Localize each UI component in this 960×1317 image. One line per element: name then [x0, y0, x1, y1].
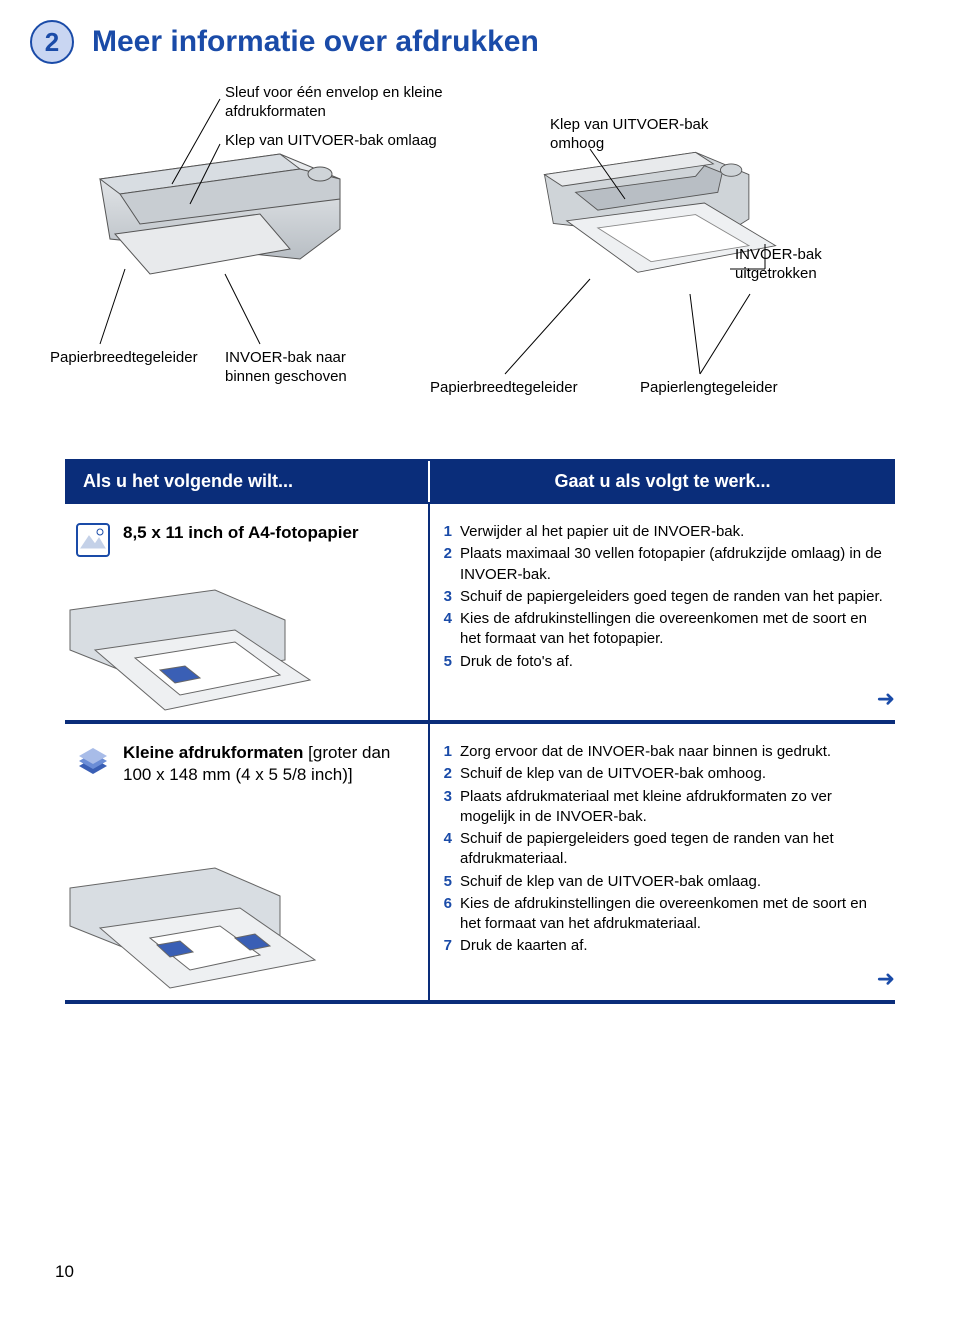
diagram-label-width-guide-right: Papierbreedtegeleider	[430, 379, 590, 398]
step-list: 1Zorg ervoor dat de INVOER-bak naar binn…	[438, 742, 891, 957]
small-stack-icon	[75, 742, 111, 783]
row-heading: Kleine afdrukformaten	[123, 743, 308, 762]
step-text: Druk de foto's af.	[460, 652, 891, 672]
step-text: Kies de afdrukinstellingen die overeenko…	[460, 894, 891, 935]
continue-arrow-icon: ➜	[877, 966, 895, 992]
diagram-label-length-guide: Papierlengtegeleider	[640, 379, 800, 398]
diagram-label-input-pushed: INVOER-bak naar binnen geschoven	[225, 349, 375, 387]
diagram-label-output-up: Klep van UITVOER-bak omhoog	[550, 116, 710, 154]
diagram-label-width-guide-left: Papierbreedtegeleider	[50, 349, 210, 368]
continue-arrow-icon: ➜	[877, 686, 895, 712]
step-text: Verwijder al het papier uit de INVOER-ba…	[460, 522, 891, 542]
step-text: Plaats maximaal 30 vellen fotopapier (af…	[460, 544, 891, 585]
step-text: Zorg ervoor dat de INVOER-bak naar binne…	[460, 742, 891, 762]
diagram-label-slot: Sleuf voor één envelop en kleine afdrukf…	[225, 84, 445, 122]
diagram-label-input-extended: INVOER-bak uitgetrokken	[735, 246, 875, 284]
instruction-table: Als u het volgende wilt... Gaat u als vo…	[65, 459, 895, 1004]
row-heading: 8,5 x 11 inch of A4-fotopapier	[123, 523, 359, 542]
page-header: 2 Meer informatie over afdrukken	[0, 0, 960, 64]
step-text: Schuif de klep van de UITVOER-bak omlaag…	[460, 872, 891, 892]
step-text: Schuif de klep van de UITVOER-bak omhoog…	[460, 764, 891, 784]
table-row: 8,5 x 11 inch of A4-fotopapier 1Verwijde…	[65, 504, 895, 724]
table-header: Als u het volgende wilt... Gaat u als vo…	[65, 459, 895, 504]
table-header-right: Gaat u als volgt te werk...	[430, 461, 895, 502]
row-printer-illustration	[65, 860, 325, 1000]
row-printer-illustration	[65, 580, 325, 720]
chapter-badge: 2	[30, 20, 74, 64]
printer-diagram: Sleuf voor één envelop en kleine afdrukf…	[50, 74, 910, 434]
step-text: Schuif de papiergeleiders goed tegen de …	[460, 829, 891, 870]
step-list: 1Verwijder al het papier uit de INVOER-b…	[438, 522, 891, 672]
step-text: Plaats afdrukmateriaal met kleine afdruk…	[460, 787, 891, 828]
table-row: Kleine afdrukformaten [groter dan 100 x …	[65, 724, 895, 1004]
page-number: 10	[55, 1262, 74, 1282]
step-text: Schuif de papiergeleiders goed tegen de …	[460, 587, 891, 607]
table-header-left: Als u het volgende wilt...	[65, 461, 430, 502]
step-text: Kies de afdrukinstellingen die overeenko…	[460, 609, 891, 650]
page-title: Meer informatie over afdrukken	[92, 25, 539, 59]
diagram-label-output-down: Klep van UITVOER-bak omlaag	[225, 132, 445, 151]
step-text: Druk de kaarten af.	[460, 936, 891, 956]
photo-paper-icon	[75, 522, 111, 563]
